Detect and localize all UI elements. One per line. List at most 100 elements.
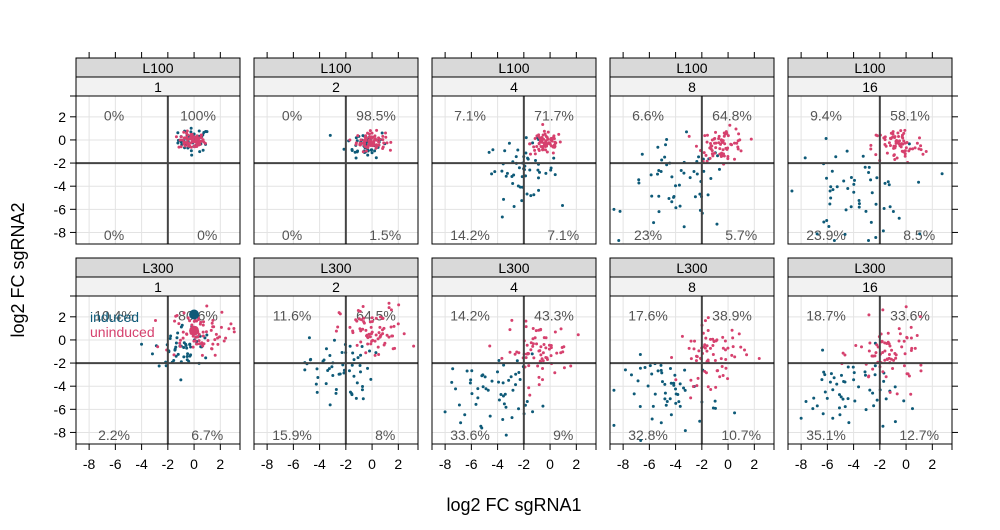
uninduced-point — [195, 342, 199, 346]
induced-point — [188, 354, 192, 358]
induced-point — [653, 392, 657, 396]
induced-point — [479, 424, 483, 428]
uninduced-point — [883, 358, 887, 362]
induced-point — [674, 206, 678, 210]
y-tick-label: 2 — [58, 109, 66, 125]
uninduced-point — [527, 364, 531, 368]
uninduced-point — [531, 344, 535, 348]
uninduced-point — [869, 143, 873, 147]
induced-point — [823, 373, 827, 377]
induced-point — [831, 388, 835, 392]
induced-point — [337, 372, 341, 376]
uninduced-point — [184, 141, 188, 145]
induced-point — [821, 412, 825, 416]
uninduced-point — [544, 139, 548, 143]
uninduced-point — [894, 141, 898, 145]
induced-point — [201, 148, 205, 152]
uninduced-point — [199, 133, 203, 137]
induced-point — [504, 174, 508, 178]
uninduced-point — [714, 146, 718, 150]
induced-point — [830, 169, 834, 173]
induced-point — [350, 363, 354, 367]
uninduced-point — [745, 353, 749, 357]
induced-point — [907, 142, 911, 146]
induced-point — [875, 398, 879, 402]
plot-area — [76, 96, 240, 244]
uninduced-point — [392, 324, 396, 328]
plot-contents: 17.6% 38.9% 32.8% 10.7% — [610, 296, 774, 444]
induced-point — [612, 388, 616, 392]
quadrant-label-top-right: 33.6% — [890, 308, 930, 324]
uninduced-point — [220, 310, 224, 314]
induced-point — [140, 342, 144, 346]
induced-point — [501, 381, 505, 385]
induced-point — [842, 179, 846, 183]
uninduced-point — [191, 345, 195, 349]
induced-point — [678, 404, 682, 408]
uninduced-point — [205, 304, 209, 308]
induced-point — [374, 156, 378, 160]
induced-point — [663, 382, 667, 386]
induced-point — [629, 373, 633, 377]
induced-point — [374, 351, 378, 355]
uninduced-point — [537, 147, 541, 151]
uninduced-point — [358, 309, 362, 313]
uninduced-point — [389, 308, 393, 312]
strip-top-label: L300 — [854, 260, 885, 276]
panel-frame — [431, 95, 597, 245]
legend-uninduced: uninduced — [90, 324, 155, 340]
uninduced-point — [396, 322, 400, 326]
induced-point — [875, 176, 879, 180]
induced-point — [507, 141, 511, 145]
uninduced-point — [532, 356, 536, 360]
uninduced-point — [721, 335, 725, 339]
strip-bottom-label: 8 — [688, 79, 696, 95]
uninduced-point — [704, 153, 708, 157]
induced-point — [314, 382, 318, 386]
uninduced-point — [871, 367, 875, 371]
induced-point — [512, 205, 516, 209]
uninduced-point — [541, 122, 545, 126]
uninduced-point — [190, 323, 194, 327]
uninduced-point — [883, 349, 887, 353]
induced-point — [182, 355, 186, 359]
induced-point — [702, 169, 706, 173]
induced-point — [857, 385, 861, 389]
induced-point — [695, 172, 699, 176]
induced-point — [822, 220, 826, 224]
strip-bottom-label: 2 — [332, 279, 340, 295]
plot-contents: 0% 100% 0% 0% — [76, 96, 240, 244]
uninduced-point — [888, 144, 892, 148]
uninduced-point — [528, 393, 532, 397]
induced-point — [316, 375, 320, 379]
induced-point — [502, 402, 506, 406]
x-tick-label: -2 — [696, 456, 709, 472]
uninduced-point — [201, 323, 205, 327]
induced-point — [659, 363, 663, 367]
induced-point — [835, 382, 839, 386]
induced-point — [495, 370, 499, 374]
uninduced-point — [172, 353, 176, 357]
induced-point — [488, 414, 492, 418]
uninduced-point — [718, 147, 722, 151]
quadrant-label-bottom-left: 15.9% — [272, 427, 312, 443]
uninduced-point — [721, 346, 725, 350]
induced-point — [639, 439, 643, 443]
uninduced-point — [721, 139, 725, 143]
induced-point — [334, 391, 338, 395]
induced-point — [825, 218, 829, 222]
induced-point — [804, 399, 808, 403]
uninduced-point — [721, 148, 725, 152]
y-tick-label: -6 — [54, 401, 67, 417]
induced-point — [864, 408, 868, 412]
uninduced-point — [197, 137, 201, 141]
induced-point — [537, 188, 541, 192]
induced-point — [815, 404, 819, 408]
uninduced-point — [337, 311, 341, 315]
uninduced-point — [336, 325, 340, 329]
y-axis-title: log2 FC sgRNA2 — [8, 202, 28, 337]
induced-point — [659, 368, 663, 372]
uninduced-point — [381, 316, 385, 320]
uninduced-point — [729, 142, 733, 146]
uninduced-point — [703, 319, 707, 323]
